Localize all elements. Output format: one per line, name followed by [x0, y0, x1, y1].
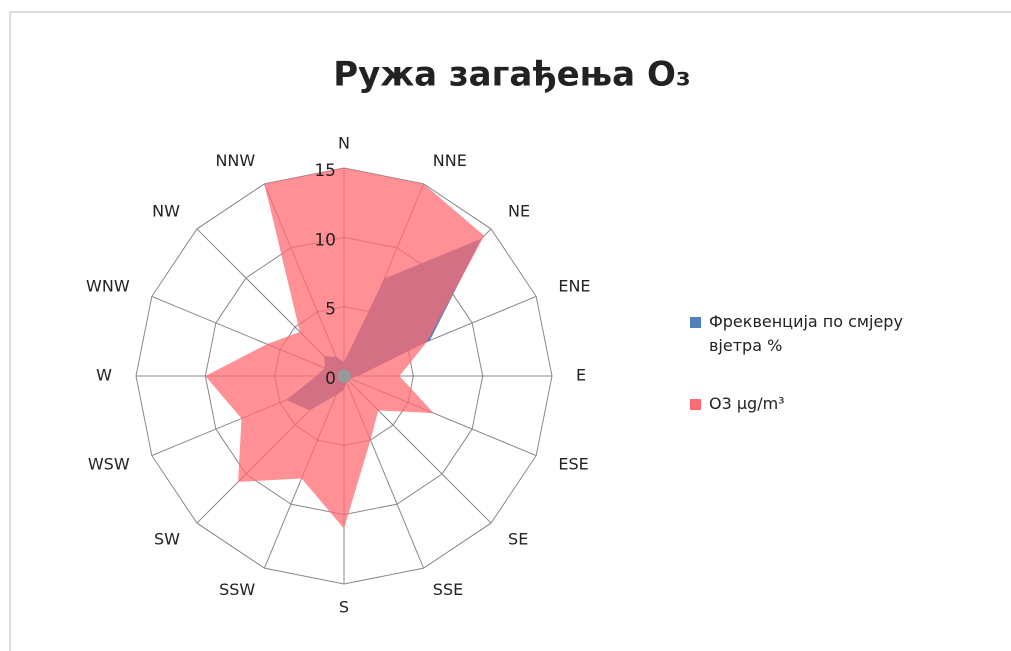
category-label: NNW: [215, 151, 255, 170]
center: [337, 369, 351, 383]
category-label: SW: [154, 530, 180, 549]
legend-swatch: [690, 317, 701, 328]
category-label: NE: [508, 201, 530, 220]
y-tick-label: 5: [325, 300, 336, 320]
category-label: SSE: [433, 580, 463, 599]
category-label: S: [339, 598, 349, 617]
legend-swatch: [690, 399, 701, 410]
chart-title: Ружа загађења O₃: [333, 55, 691, 95]
category-label: WSW: [88, 454, 130, 473]
legend-item: O3 µg/m³: [690, 392, 990, 416]
category-label: SSW: [219, 580, 255, 599]
category-label: ENE: [558, 277, 590, 296]
category-label: ESE: [558, 454, 588, 473]
category-label: N: [338, 134, 350, 153]
y-tick-label: 10: [314, 230, 336, 250]
legend-item: Фреквенција по смјеру вјетра %: [690, 310, 990, 358]
category-label: SE: [508, 530, 528, 549]
category-label: E: [576, 366, 586, 385]
legend-label: O3 µg/m³: [709, 394, 785, 413]
series-area: [205, 168, 485, 529]
category-label: W: [96, 366, 112, 385]
category-label: NW: [152, 201, 180, 220]
y-tick-label: 15: [314, 161, 336, 181]
category-label: NNE: [433, 151, 467, 170]
y-tick-label: 0: [325, 369, 336, 389]
category-label: WNW: [86, 277, 130, 296]
legend-label: Фреквенција по смјеру вјетра %: [709, 312, 903, 355]
